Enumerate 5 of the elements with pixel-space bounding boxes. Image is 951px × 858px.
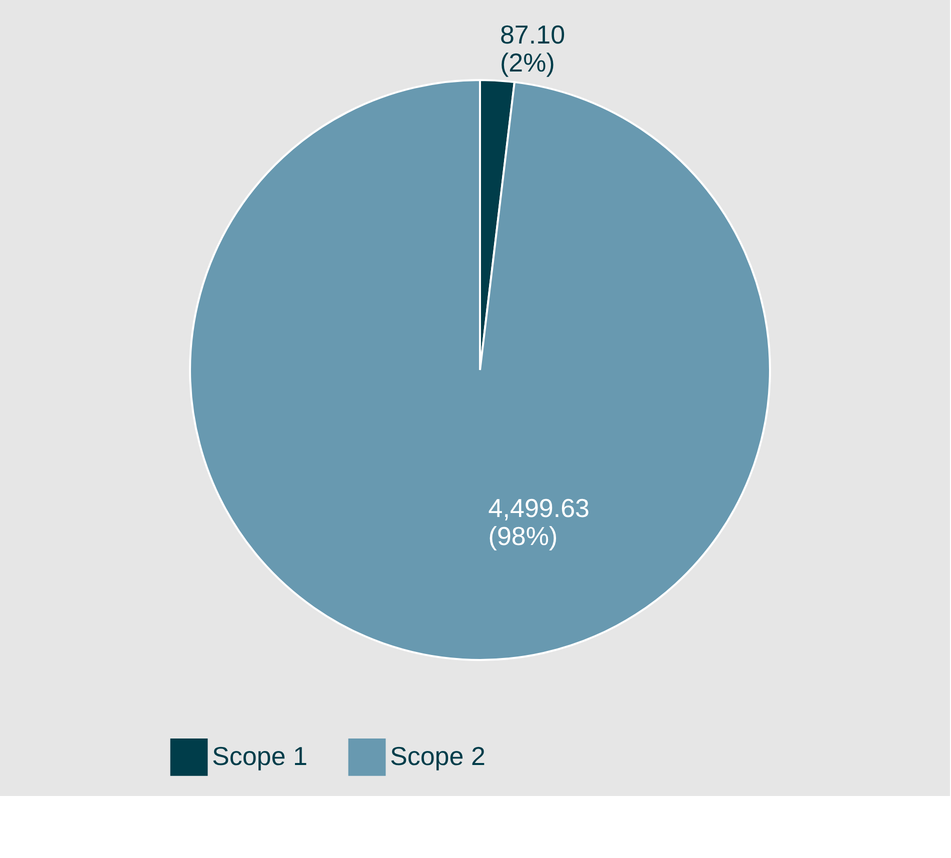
data-label: 87.10 (2%) xyxy=(500,20,566,78)
legend-label: Scope 2 xyxy=(390,741,486,772)
legend-label: Scope 1 xyxy=(212,741,308,772)
data-label: 4,499.63 (98%) xyxy=(488,492,590,551)
pie-slice xyxy=(189,79,771,660)
